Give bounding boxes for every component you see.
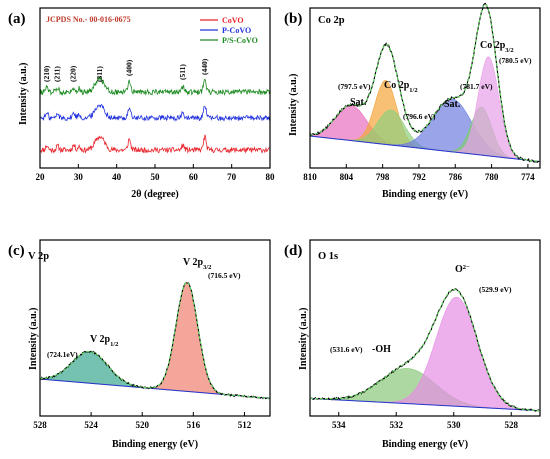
panel-b: 810 804 798 792 786 780 774 (b) Co 2p (797.5 e… [284,2,541,200]
panel-b-xtick-label: 774 [521,172,535,182]
panel-b-letter: (b) [284,11,302,27]
fit-envelope-line [40,281,270,399]
panel-b-title: Co 2p [318,15,345,26]
panel-c: 528 524 520 516 512 (c) V 2p (724.1eV) V 2p1… [8,239,271,450]
panel-b-xtick-label: 792 [412,172,426,182]
panel-a-xtick-label: 80 [266,172,276,182]
series-p-covo [39,103,270,122]
panel-c-frame [39,239,271,417]
panel-b-xtick-label: 798 [376,172,390,182]
panel-b-xtick-label: 780 [485,172,499,182]
label-781-7: (781.7 eV) [460,82,493,91]
panel-d-ylabel: Intensity (a.u.) [298,307,309,370]
hkl-label: (211) [53,66,62,82]
panel-a-ylabel: Intensity (a.u.) [18,62,29,125]
jcpds-annotation: JCPDS No.- 00-016-0675 [46,15,131,24]
panel-c-letter: (c) [8,243,25,259]
label-co2p12: Co 2p1/2 [384,80,418,94]
panel-a: 20 30 40 50 60 70 80 (210) (211) (220) (311) (400) (… [8,7,276,200]
panel-c-ylabel: Intensity (a.u.) [28,307,39,370]
panel-b-frame [309,7,541,169]
hkl-label: (440) [200,58,209,75]
panel-c-xtick-label: 512 [238,420,252,430]
panel-c-xtick-label: 528 [33,420,47,430]
legend-label-p-covo: P-CoVO [222,26,251,35]
hkl-label: (400) [124,59,133,76]
series-covo [39,134,270,154]
label-sat-2: Sat. [444,99,461,110]
panel-c-title: V 2p [28,251,49,262]
panel-a-letter: (a) [8,11,26,27]
panel-b-ylabel: Intensity (a.u.) [288,73,299,136]
panel-d-xtick-label: 528 [505,420,519,430]
hkl-label: (511) [178,64,187,80]
label-797-5: (797.5 eV) [338,82,371,91]
background-line [309,135,540,162]
panel-b-xtick-label: 786 [449,172,463,182]
panel-d-title: O 1s [318,251,338,262]
panel-a-xtick-label: 40 [112,172,122,182]
label-oh: -OH [372,344,391,355]
legend-label-covo: CoVO [222,16,244,25]
panel-b-xtick-label: 804 [340,172,354,182]
label-724-1: (724.1eV) [47,350,78,359]
panel-d-xlabel: Binding energy (eV) [382,439,468,450]
hkl-label: (311) [95,66,104,82]
label-531-6: (531.6 eV) [330,345,363,354]
hkl-label: (210) [42,65,51,82]
panel-d-xtick-label: 532 [390,420,404,430]
panel-b-xtick-label: 810 [303,172,317,182]
panel-a-xtick-label: 30 [74,172,84,182]
panel-d-xtick-label: 534 [332,420,346,430]
panel-d: 534 532 530 528 (d) O 1s (531.6 eV) -OH O2−… [284,239,541,450]
panel-c-xtick-label: 520 [135,420,149,430]
panel-a-xtick-label: 50 [151,172,161,182]
fit-envelope-line [310,3,540,163]
panel-d-frame [309,239,541,417]
panel-d-letter: (d) [284,243,302,259]
background-line [310,397,540,412]
panel-a-xtick-label: 20 [36,172,46,182]
panel-a-xlabel: 2θ (degree) [131,189,179,200]
panel-a-frame [39,7,271,169]
label-529-9: (529.9 eV) [479,285,512,294]
series-p-s-covo [39,75,270,96]
panel-c-xtick-label: 524 [84,420,98,430]
panel-b-xlabel: Binding energy (eV) [382,189,468,200]
legend-a: CoVO P-CoVO P/S-CoVO [200,16,258,45]
panel-c-xtick-label: 516 [187,420,201,430]
label-780-5: (780.5 eV) [499,56,532,65]
panel-a-xtick-label: 60 [189,172,199,182]
label-716-5: (716.5 eV) [208,271,241,280]
hkl-label: (220) [69,65,78,82]
label-v2p12: V 2p1/2 [90,334,118,348]
panel-d-xtick-label: 530 [447,420,461,430]
legend-label-ps-covo: P/S-CoVO [222,36,258,45]
label-o2minus: O2− [455,264,470,276]
fit-envelope-line [309,288,540,412]
label-co2p32: Co 2p3/2 [480,40,514,54]
label-v2p32: V 2p3/2 [183,257,211,271]
label-sat-1: Sat. [350,97,367,108]
panel-c-xlabel: Binding energy (eV) [112,439,198,450]
panel-a-xtick-label: 70 [227,172,237,182]
label-796-6: (796.6 eV) [403,112,436,121]
